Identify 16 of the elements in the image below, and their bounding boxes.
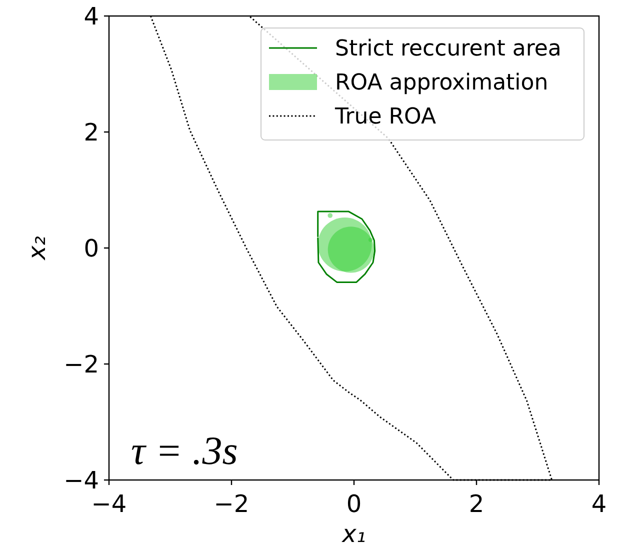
x-tick-label: 4 [591,490,607,518]
y-axis-title: x₂ [23,236,51,261]
x-tick-label: −2 [214,490,250,518]
annotation: τ = .3s [131,428,238,473]
legend-label: ROA approximation [335,70,548,96]
y-tick-label: −2 [64,350,99,378]
legend-label: Strict reccurent area [335,36,562,62]
x-axis-title: x₁ [341,520,366,548]
legend-label: True ROA [334,104,436,130]
y-tick-label: 4 [84,2,99,30]
y-tick-label: 0 [84,234,99,262]
y-tick-label: −4 [64,466,99,494]
line-series [317,210,376,283]
y-tick-label: 2 [84,118,99,146]
x-tick-label: 2 [468,490,484,518]
x-tick-label: 0 [346,490,362,518]
